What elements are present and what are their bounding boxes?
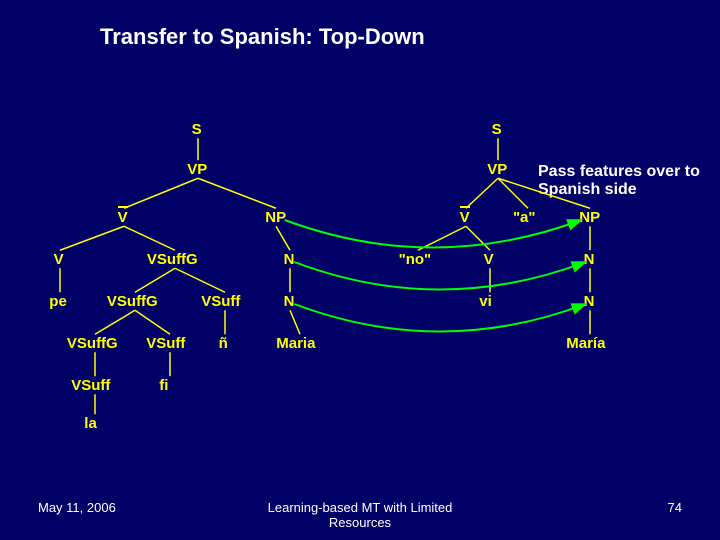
- tree-node-Vbar2: V: [460, 209, 470, 226]
- tree-node-Maria1: Maria: [276, 335, 315, 352]
- tree-node-ntilde: ñ: [219, 335, 228, 352]
- tree-node-N4: N: [584, 293, 595, 310]
- slide-title: Transfer to Spanish: Top-Down: [100, 24, 425, 50]
- feature-annotation: Pass features over to Spanish side: [538, 163, 718, 199]
- tree-node-N1: N: [284, 251, 295, 268]
- tree-node-Maria2: María: [566, 335, 605, 352]
- tree-edges: [0, 0, 720, 540]
- tree-node-la: la: [84, 415, 97, 432]
- tree-node-a: "a": [513, 209, 536, 226]
- tree-node-VP1: VP: [187, 161, 207, 178]
- tree-node-VSG2: VSuffG: [107, 293, 158, 310]
- tree-node-VSf2: VSuff: [146, 335, 185, 352]
- tree-node-N2: N: [284, 293, 295, 310]
- tree-node-V2: V: [484, 251, 494, 268]
- tree-node-N3: N: [584, 251, 595, 268]
- tree-node-Vbar1: V: [118, 209, 128, 226]
- tree-node-no: "no": [399, 251, 432, 268]
- tree-node-vi: vi: [479, 293, 492, 310]
- tree-node-fi: fi: [159, 377, 168, 394]
- footer-page-number: 74: [668, 500, 682, 515]
- tree-node-pe: pe: [49, 293, 67, 310]
- tree-node-VSG3: VSuffG: [67, 335, 118, 352]
- footer-date: May 11, 2006: [38, 500, 116, 515]
- tree-node-NP2: NP: [579, 209, 600, 226]
- tree-node-S1: S: [192, 121, 202, 138]
- footer-center: Learning-based MT with Limited Resources: [260, 500, 460, 530]
- tree-node-NP1: NP: [265, 209, 286, 226]
- tree-node-VSf1: VSuff: [201, 293, 240, 310]
- tree-node-S2: S: [492, 121, 502, 138]
- tree-node-VP2: VP: [487, 161, 507, 178]
- tree-node-VSf3: VSuff: [71, 377, 110, 394]
- tree-node-V1: V: [54, 251, 64, 268]
- tree-node-VSG1: VSuffG: [147, 251, 198, 268]
